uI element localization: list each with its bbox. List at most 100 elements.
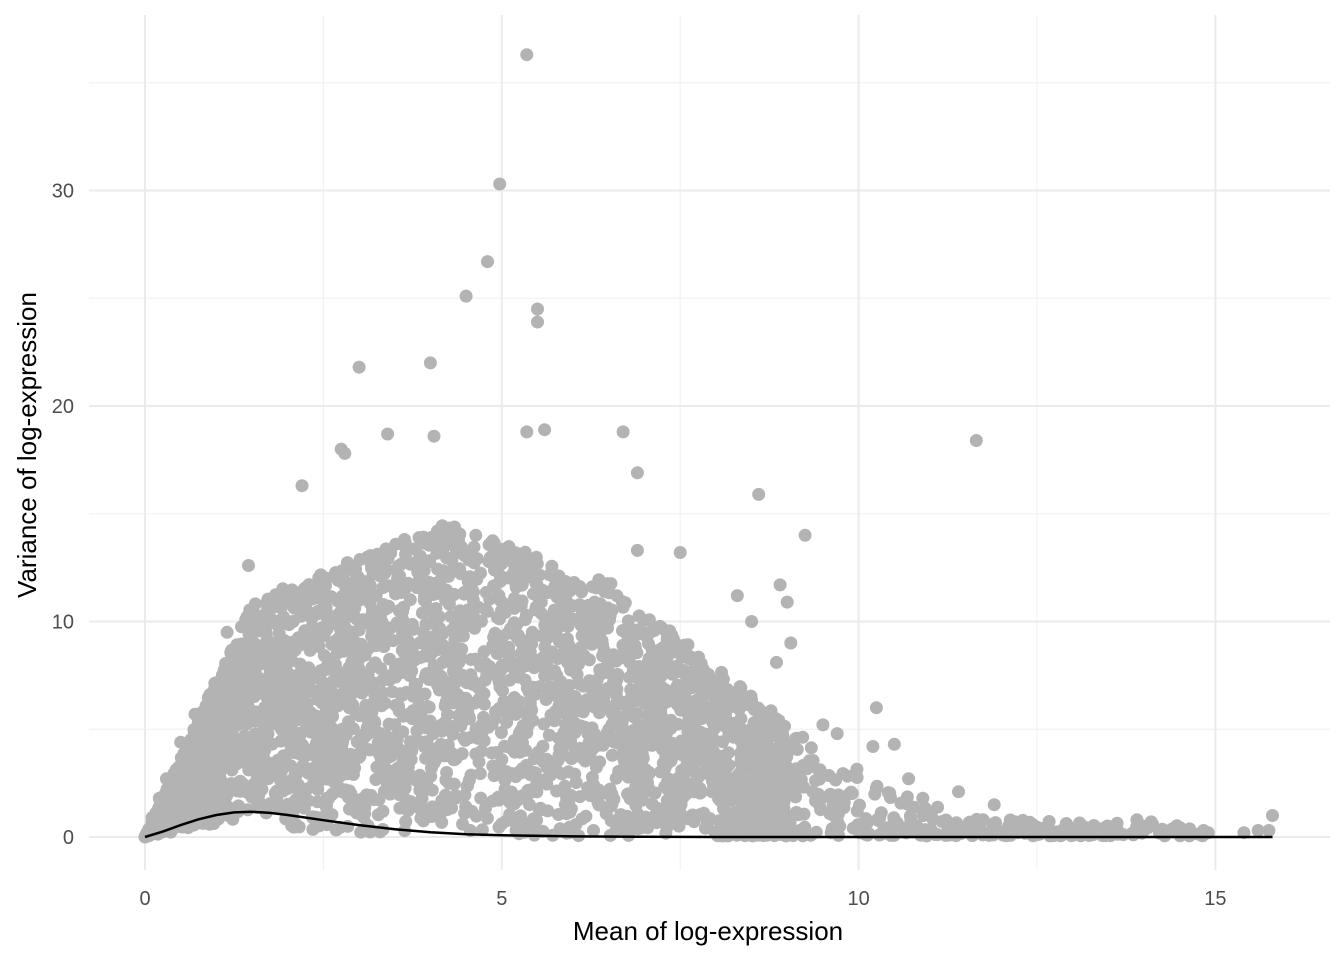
data-point (619, 695, 632, 709)
data-point (337, 644, 351, 658)
data-point (1112, 825, 1126, 839)
data-point-outlier (887, 737, 901, 751)
data-point (339, 623, 353, 637)
data-point (636, 751, 650, 765)
data-point (226, 661, 240, 675)
data-point (618, 813, 632, 827)
data-point (609, 771, 623, 785)
data-point (514, 635, 528, 649)
data-point (651, 647, 664, 660)
data-point-outlier (652, 684, 666, 697)
data-point (581, 598, 595, 612)
data-point (494, 726, 508, 739)
data-point (636, 676, 649, 690)
data-point (557, 748, 570, 762)
data-point (418, 557, 432, 571)
data-point (570, 668, 584, 681)
data-point (757, 707, 771, 721)
data-point (430, 546, 444, 560)
data-point-outlier (752, 487, 766, 501)
data-point (248, 618, 262, 632)
data-point (390, 616, 404, 630)
data-point (239, 613, 253, 627)
data-point-outlier (987, 798, 1001, 812)
data-point (595, 634, 609, 648)
data-point (439, 773, 453, 787)
data-point (541, 586, 555, 600)
data-point (399, 659, 413, 673)
data-point-outlier (787, 776, 801, 790)
data-point (735, 726, 749, 740)
data-point (529, 550, 543, 564)
data-point (344, 787, 358, 800)
data-point (332, 668, 346, 682)
data-point (333, 595, 347, 609)
data-point (681, 638, 695, 652)
data-point-outlier (630, 466, 644, 480)
data-point (829, 773, 843, 787)
data-point (492, 611, 506, 625)
data-point (768, 742, 782, 756)
data-point (480, 811, 494, 825)
data-point (404, 735, 417, 749)
data-point (970, 812, 984, 826)
data-point (761, 726, 775, 740)
data-point (326, 703, 339, 717)
data-point (328, 730, 342, 744)
data-point (261, 592, 275, 606)
data-point (634, 821, 647, 835)
data-point (449, 663, 463, 677)
data-point (519, 659, 533, 672)
data-point (621, 754, 635, 767)
data-point (474, 566, 487, 580)
data-point (541, 689, 555, 703)
data-point (346, 803, 360, 817)
data-point (594, 787, 608, 801)
data-point (285, 689, 299, 703)
data-point-outlier (837, 796, 851, 809)
data-point (326, 759, 340, 773)
data-point (495, 753, 509, 767)
data-point-outlier (616, 425, 630, 439)
data-point-outlier (816, 718, 830, 732)
data-point (720, 820, 733, 834)
data-point (176, 805, 190, 819)
data-point (498, 782, 512, 796)
data-point (500, 715, 514, 729)
data-point (672, 819, 686, 833)
data-point (521, 817, 535, 831)
data-point (644, 667, 658, 681)
data-point (542, 630, 555, 644)
data-point (261, 672, 275, 686)
data-point (553, 574, 567, 588)
data-point (369, 639, 383, 653)
data-point (496, 684, 509, 698)
data-point (348, 761, 362, 775)
data-point (431, 562, 445, 576)
data-point (740, 827, 754, 841)
data-point (457, 731, 471, 745)
data-point (1015, 819, 1029, 833)
data-point (812, 798, 826, 812)
data-point (213, 685, 227, 699)
data-point (446, 727, 460, 741)
data-point (640, 689, 654, 703)
data-point (469, 528, 483, 542)
data-point (475, 744, 488, 758)
data-point (476, 659, 490, 673)
data-point (627, 710, 641, 724)
data-point (434, 737, 448, 751)
data-point (352, 652, 366, 666)
data-point (581, 781, 595, 795)
data-point (900, 790, 914, 804)
data-point-outlier (1266, 809, 1279, 822)
data-point (260, 689, 274, 703)
data-point (715, 701, 729, 715)
data-point (549, 607, 563, 621)
data-point (803, 754, 816, 768)
data-point (578, 754, 592, 768)
data-point (515, 577, 529, 591)
data-point (269, 682, 283, 696)
data-point (1135, 824, 1149, 838)
data-point (300, 743, 314, 757)
